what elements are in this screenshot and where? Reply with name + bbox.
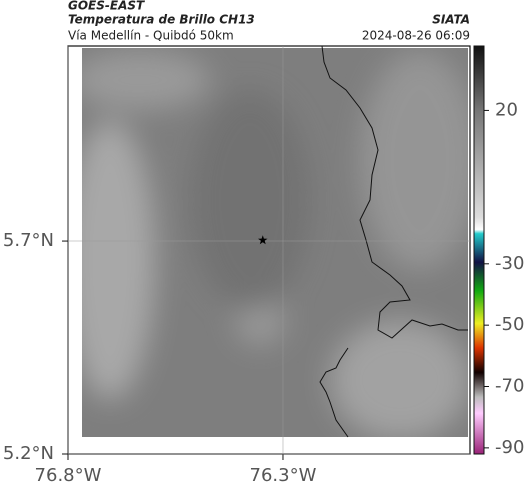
colorbar-tick-label: -50	[495, 314, 524, 335]
colorbar-tick-label: -30	[495, 253, 524, 274]
satellite-image	[82, 48, 468, 437]
station	[258, 235, 268, 245]
y-tick-label: 5.7°N	[3, 230, 54, 251]
org: SIATA	[432, 13, 470, 27]
subtitle: Vía Medellín - Quibdó 50km	[68, 29, 234, 43]
colorbar-tick-label: -90	[495, 437, 524, 458]
title: Temperatura de Brillo CH13	[68, 13, 255, 27]
boundary	[319, 347, 349, 438]
colorbar-tick-label: -70	[495, 376, 524, 397]
y-tick-label: 5.2°N	[3, 443, 54, 464]
boundary	[321, 45, 468, 339]
x-tick-label: 76.3°W	[250, 465, 317, 486]
datetime: 2024-08-26 06:09	[362, 29, 470, 43]
x-tick-label: 76.8°W	[35, 465, 102, 486]
source: GOES-EAST	[68, 0, 145, 13]
colorbar	[473, 45, 485, 455]
colorbar-tick-label: 20	[495, 99, 518, 120]
